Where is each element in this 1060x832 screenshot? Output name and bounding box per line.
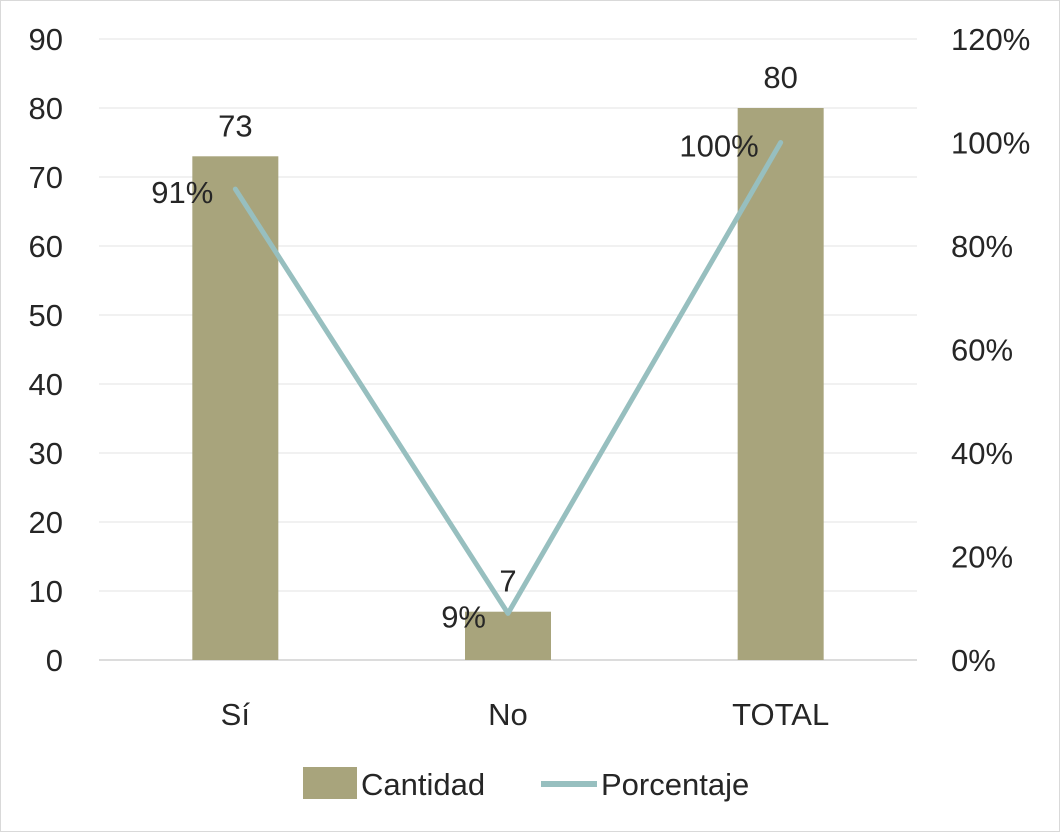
bar-data-label: 80: [763, 60, 797, 95]
data-labels: 73 7 80 91% 9% 100%: [151, 60, 798, 634]
y-tick-label: 0: [46, 643, 63, 678]
bar: [192, 156, 279, 661]
legend-label-cantidad: Cantidad: [361, 767, 485, 802]
line-series-porcentaje: [232, 140, 784, 616]
y2-tick-label: 120%: [951, 22, 1030, 57]
y-axis-right: 0% 20% 40% 60% 80% 100% 120%: [951, 22, 1030, 678]
y-tick-label: 50: [29, 298, 63, 333]
bar: [465, 611, 551, 660]
line-data-label: 91%: [151, 175, 213, 210]
series-line: [232, 140, 784, 616]
x-axis: Sí No TOTAL: [221, 697, 830, 732]
bar-data-label: 73: [218, 108, 252, 143]
legend: Cantidad Porcentaje: [303, 767, 749, 802]
y2-tick-label: 100%: [951, 126, 1030, 161]
y2-tick-label: 0%: [951, 643, 996, 678]
y-tick-label: 80: [29, 91, 63, 126]
y2-tick-label: 60%: [951, 333, 1013, 368]
line-data-label: 100%: [679, 129, 758, 164]
x-tick-label: No: [488, 697, 528, 732]
bar-data-label: 7: [499, 564, 516, 599]
y-tick-label: 30: [29, 436, 63, 471]
y2-tick-label: 80%: [951, 229, 1013, 264]
x-tick-label: Sí: [221, 697, 251, 732]
legend-label-porcentaje: Porcentaje: [601, 767, 749, 802]
legend-swatch-cantidad: [303, 767, 357, 799]
bar-series-cantidad: [192, 108, 824, 661]
y-tick-label: 40: [29, 367, 63, 402]
y2-tick-label: 40%: [951, 436, 1013, 471]
y-tick-label: 60: [29, 229, 63, 264]
y-tick-label: 20: [29, 505, 63, 540]
y-tick-label: 10: [29, 574, 63, 609]
y-tick-label: 70: [29, 160, 63, 195]
bar: [737, 108, 824, 660]
line-data-label: 9%: [441, 599, 486, 634]
y-axis-left: 0 10 20 30 40 50 60 70 80 90: [29, 22, 63, 678]
y2-tick-label: 20%: [951, 540, 1013, 575]
y-tick-label: 90: [29, 22, 63, 57]
x-tick-label: TOTAL: [732, 697, 829, 732]
